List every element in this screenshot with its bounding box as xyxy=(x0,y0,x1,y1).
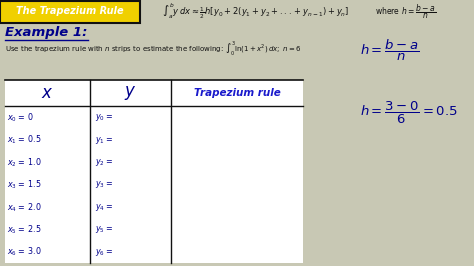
Text: $\int_a^b y\,dx \approx \frac{1}{2}h[y_0 + 2(y_1 + y_2 + ... + y_{n-1}) + y_n]$: $\int_a^b y\,dx \approx \frac{1}{2}h[y_0… xyxy=(162,2,350,21)
FancyBboxPatch shape xyxy=(0,1,140,23)
Text: $x_{6}=\;3.0$: $x_{6}=\;3.0$ xyxy=(7,246,42,258)
Bar xyxy=(5,80,303,263)
Text: Trapezium rule: Trapezium rule xyxy=(193,88,281,98)
Text: $y_{6}=$: $y_{6}=$ xyxy=(95,247,113,258)
Text: $y_{4}=$: $y_{4}=$ xyxy=(95,202,113,213)
Text: $x$: $x$ xyxy=(41,84,54,102)
Text: $y_{5}=$: $y_{5}=$ xyxy=(95,224,113,235)
Text: $h = \dfrac{3-0}{6} = 0.5$: $h = \dfrac{3-0}{6} = 0.5$ xyxy=(360,100,458,126)
Text: where $h = \dfrac{b-a}{n}$: where $h = \dfrac{b-a}{n}$ xyxy=(375,2,436,21)
Text: $y_{0}=$: $y_{0}=$ xyxy=(95,112,113,123)
Text: $x_{4}=\;2.0$: $x_{4}=\;2.0$ xyxy=(7,201,42,214)
Text: The Trapezium Rule: The Trapezium Rule xyxy=(16,6,124,16)
Text: $x_{5}=\;2.5$: $x_{5}=\;2.5$ xyxy=(7,223,42,236)
Text: $h = \dfrac{b-a}{n}$: $h = \dfrac{b-a}{n}$ xyxy=(360,38,419,63)
Text: $x_{2}=\;1.0$: $x_{2}=\;1.0$ xyxy=(7,156,42,169)
Text: $x_{0}=\;0$: $x_{0}=\;0$ xyxy=(7,111,34,124)
Text: $y_{3}=$: $y_{3}=$ xyxy=(95,179,113,190)
Text: $x_{1}=\;0.5$: $x_{1}=\;0.5$ xyxy=(7,134,42,146)
Text: Use the trapezium rule with $n$ strips to estimate the following:: Use the trapezium rule with $n$ strips t… xyxy=(5,44,224,54)
Text: $y_{1}=$: $y_{1}=$ xyxy=(95,135,113,146)
Text: $x_{3}=\;1.5$: $x_{3}=\;1.5$ xyxy=(7,179,42,191)
Text: Example 1:: Example 1: xyxy=(5,27,87,39)
Text: $\int_0^3 \ln(1+x^2)\,dx;\; n = 6$: $\int_0^3 \ln(1+x^2)\,dx;\; n = 6$ xyxy=(225,40,301,59)
Text: $y$: $y$ xyxy=(124,84,137,102)
Text: $y_{2}=$: $y_{2}=$ xyxy=(95,157,113,168)
